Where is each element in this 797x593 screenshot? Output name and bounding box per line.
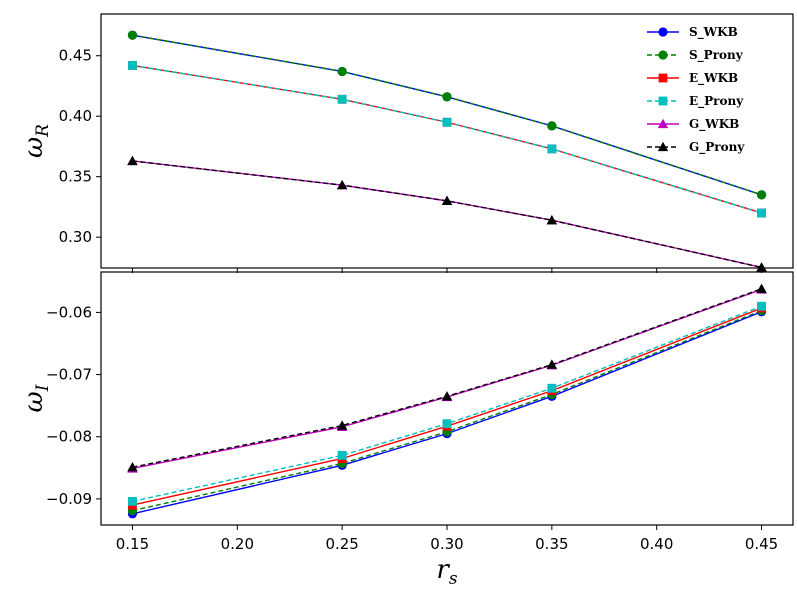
data-point [547,383,557,393]
data-point [441,391,453,401]
series-g-prony [127,155,767,272]
series-line [132,34,762,196]
data-point [337,66,347,77]
y-axis-label: ωR [19,124,53,158]
legend-marker [657,118,669,129]
data-point [546,215,558,225]
series-e-prony [128,61,766,218]
legend-item: E_Prony [647,94,744,109]
series-s-prony [127,305,767,516]
series-line [132,288,762,468]
legend-marker [658,73,668,83]
series-e-wkb [128,303,766,510]
series-line [132,307,762,506]
series-s-prony [127,30,767,200]
x-tick-label: 0.35 [535,535,568,553]
y-axis-label: ωI [19,384,53,412]
series-g-wkb [127,284,767,473]
series-line [132,34,762,196]
legend-item: S_WKB [647,25,738,40]
data-point [756,190,767,200]
data-point [337,450,347,460]
legend-label: G_Prony [689,140,745,155]
y-tick-label: 0.45 [59,47,92,65]
x-tick-label: 0.40 [640,535,673,553]
x-axis-label: rs [436,555,457,589]
legend-marker [658,96,668,106]
data-point [442,117,452,127]
data-point [756,262,767,272]
legend-item: S_Prony [647,48,744,63]
top-panel: 0.30 0.35 0.40 0.45 ωR [19,13,794,273]
series-line [132,160,762,269]
data-point [547,144,557,154]
y-tick-label: −0.07 [46,366,92,384]
legend-item: E_WKB [647,71,738,86]
series-e-wkb [128,61,766,218]
series-g-prony [127,283,767,472]
y-tick-label: −0.06 [46,303,92,321]
data-point [127,461,138,472]
legend-item: G_Prony [647,140,745,155]
series-g-wkb [127,155,767,272]
data-point [757,301,766,311]
series-line [132,64,762,214]
x-tick-label: 0.30 [430,535,463,553]
x-tick-label: 0.25 [325,535,358,553]
x-tick-label: 0.45 [745,535,778,553]
legend-label: E_Prony [689,94,744,109]
data-point [547,121,557,131]
legend-label: E_WKB [689,71,738,86]
data-point [128,496,137,506]
data-point [441,195,453,206]
legend-marker [658,50,668,60]
data-point [127,155,138,166]
y-tick-label: −0.09 [46,490,92,508]
series-s-wkb [127,30,767,200]
legend-label: S_WKB [689,25,738,40]
series-line [132,305,762,503]
data-point [336,179,348,190]
legend-marker [657,141,669,152]
y-tick-label: 0.40 [59,107,92,125]
bottom-panel: −0.09 −0.08 −0.07 −0.06 0.15 0.20 0.25 0.30 0.35… [19,271,794,589]
legend-marker [658,27,668,37]
x-tick-label: 0.15 [116,535,149,553]
data-point [546,359,558,369]
y-tick-label: 0.35 [59,168,92,186]
data-point [442,419,452,429]
series-line [132,288,762,470]
series-e-prony [128,301,766,506]
data-point [756,283,767,293]
series-line [132,64,762,214]
legend-label: G_WKB [689,117,739,132]
data-point [337,94,347,104]
y-tick-label: −0.08 [46,428,92,446]
y-tick-label: 0.30 [59,228,92,246]
data-point [336,420,348,430]
legend: S_WKB S_Prony E_WKB E_Prony G_WKB G_Prony [647,25,745,155]
data-point [127,30,138,40]
data-point [128,61,137,70]
legend-item: G_WKB [647,117,739,132]
legend-label: S_Prony [689,48,744,63]
series-s-wkb [127,307,767,519]
x-tick-label: 0.20 [221,535,254,553]
data-point [442,92,452,102]
data-point [757,208,766,218]
series-line [132,160,762,269]
